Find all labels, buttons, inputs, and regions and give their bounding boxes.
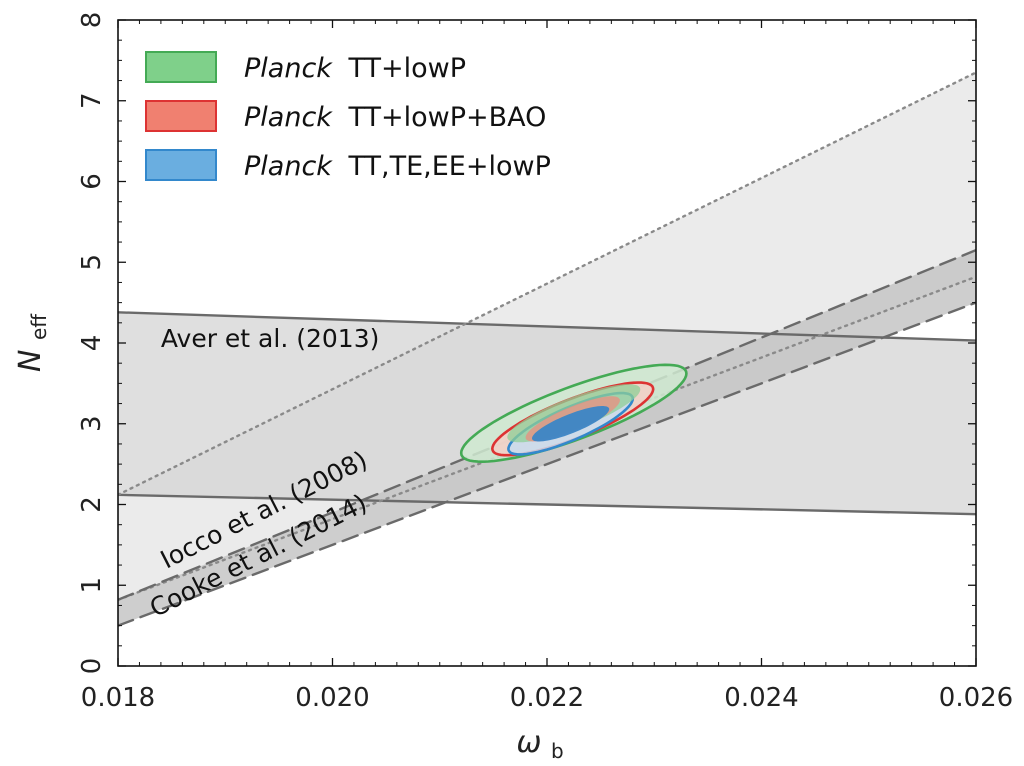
y-axis-title-main: N xyxy=(13,350,48,372)
x-tick-label: 0.020 xyxy=(295,683,369,713)
y-tick-label: 0 xyxy=(77,658,107,675)
x-axis-title: ω b xyxy=(516,725,563,763)
x-axis-title-sub: b xyxy=(551,739,564,763)
y-tick-label: 7 xyxy=(77,92,107,109)
legend-italic-tt-lowp-bao: Planck xyxy=(244,102,333,133)
y-tick-label: 4 xyxy=(77,335,107,352)
legend-label-tt-lowp-bao: Planck TT+lowP+BAO xyxy=(244,102,546,133)
y-axis-title-sub: eff xyxy=(27,313,51,340)
y-tick-label: 1 xyxy=(77,577,107,594)
contours-layer xyxy=(459,363,688,464)
legend-swatch-tt-lowp-bao xyxy=(145,100,217,132)
legend-text-tt-te-ee-lowp: TT,TE,EE+lowP xyxy=(348,151,551,182)
legend-text-tt-lowp-bao: TT+lowP+BAO xyxy=(348,102,547,133)
legend-italic-tt-lowp: Planck xyxy=(244,53,333,84)
plot-frame xyxy=(117,19,977,667)
aver-band-lower-line xyxy=(118,493,976,516)
contour-inner-2 xyxy=(532,406,610,442)
legend-italic-tt-te-ee-lowp: Planck xyxy=(244,151,333,182)
legend-swatch-tt-lowp xyxy=(145,51,217,83)
iocco-band-upper-line xyxy=(118,71,976,497)
aver-band-upper-line xyxy=(118,311,976,342)
x-axis-title-main: ω xyxy=(516,725,541,760)
aver-label: Aver et al. (2013) xyxy=(161,324,379,353)
legend-label-tt-te-ee-lowp: Planck TT,TE,EE+lowP xyxy=(244,151,551,182)
x-tick-label: 0.018 xyxy=(81,683,155,713)
legend-label-tt-lowp: Planck TT+lowP xyxy=(244,53,466,84)
y-tick-label: 2 xyxy=(77,496,107,513)
x-tick-label: 0.022 xyxy=(510,683,584,713)
iocco-band-lower-line xyxy=(118,275,976,601)
y-tick-label: 8 xyxy=(77,12,107,29)
cooke-band-lower-line xyxy=(118,301,976,627)
x-tick-label: 0.024 xyxy=(724,683,798,713)
y-axis-title: N eff xyxy=(13,313,51,372)
ticks-layer: 0.018 0.020 0.022 0.024 0.026 0 1 2 3 4 5 6 7 8 xyxy=(77,12,1013,713)
x-tick-label: 0.026 xyxy=(939,683,1013,713)
y-tick-label: 6 xyxy=(77,173,107,190)
legend: Planck TT+lowP Planck TT+lowP+BAO Planck… xyxy=(145,51,551,182)
y-tick-label: 5 xyxy=(77,254,107,271)
legend-text-tt-lowp: TT+lowP xyxy=(348,53,467,84)
y-tick-label: 3 xyxy=(77,415,107,432)
legend-swatch-tt-te-ee-lowp xyxy=(145,149,217,181)
